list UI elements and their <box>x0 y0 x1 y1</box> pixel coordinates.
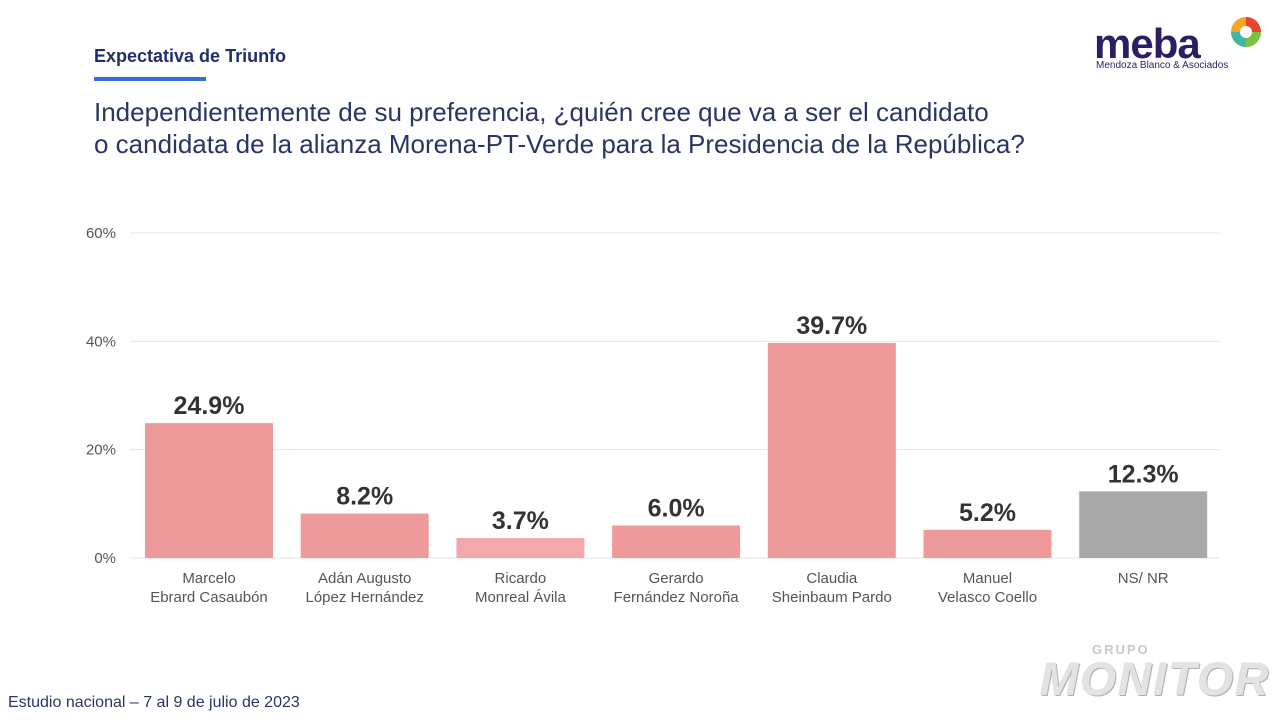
bar <box>145 423 273 558</box>
section-label: Expectativa de Triunfo <box>94 46 287 66</box>
data-label: 12.3% <box>1108 460 1179 488</box>
y-tick-label: 60% <box>86 225 116 242</box>
data-label: 39.7% <box>796 312 867 340</box>
category-label: Adán Augusto <box>318 570 411 587</box>
y-tick-label: 40% <box>86 333 116 350</box>
data-label: 24.9% <box>174 392 245 420</box>
y-tick-label: 0% <box>94 550 116 567</box>
survey-question: Independientemente de su preferencia, ¿q… <box>94 96 1154 160</box>
category-label: Monreal Ávila <box>475 589 567 606</box>
bar <box>1079 491 1208 558</box>
watermark: GRUPO MONITOR <box>1040 642 1270 712</box>
data-label: 8.2% <box>336 483 393 511</box>
category-label: Sheinbaum Pardo <box>772 589 892 606</box>
logo-mark-icon <box>1231 17 1261 47</box>
category-label: Ebrard Casaubón <box>150 589 268 606</box>
logo-tagline: Mendoza Blanco & Asociados <box>1096 60 1229 71</box>
category-label: Ricardo <box>495 570 547 587</box>
watermark-small: GRUPO <box>1092 642 1150 657</box>
category-label: Marcelo <box>182 570 235 587</box>
category-label: Claudia <box>806 570 858 587</box>
footer-note: Estudio nacional – 7 al 9 de julio de 20… <box>8 694 300 711</box>
y-tick-label: 20% <box>86 442 116 459</box>
logo-word: meba <box>1094 20 1201 67</box>
watermark-big: MONITOR <box>1040 653 1271 705</box>
meba-logo: meba Mendoza Blanco & Asociados <box>1090 14 1270 74</box>
question-line-1: Independientemente de su preferencia, ¿q… <box>94 97 989 127</box>
category-label: Fernández Noroña <box>614 589 740 606</box>
category-label: Velasco Coello <box>938 589 1037 606</box>
section-underline <box>94 77 206 81</box>
bar <box>612 525 741 558</box>
category-label: López Hernández <box>305 589 423 606</box>
data-label: 6.0% <box>648 495 705 523</box>
bar <box>923 529 1052 558</box>
bar <box>456 537 585 558</box>
data-label: 5.2% <box>959 499 1016 527</box>
category-label: Gerardo <box>649 570 704 587</box>
data-label: 3.7% <box>492 507 549 535</box>
bar <box>767 342 896 558</box>
category-label: Manuel <box>963 570 1012 587</box>
bar <box>300 513 429 558</box>
question-line-2: o candidata de la alianza Morena-PT-Verd… <box>94 129 1025 159</box>
category-label: NS/ NR <box>1118 570 1169 587</box>
